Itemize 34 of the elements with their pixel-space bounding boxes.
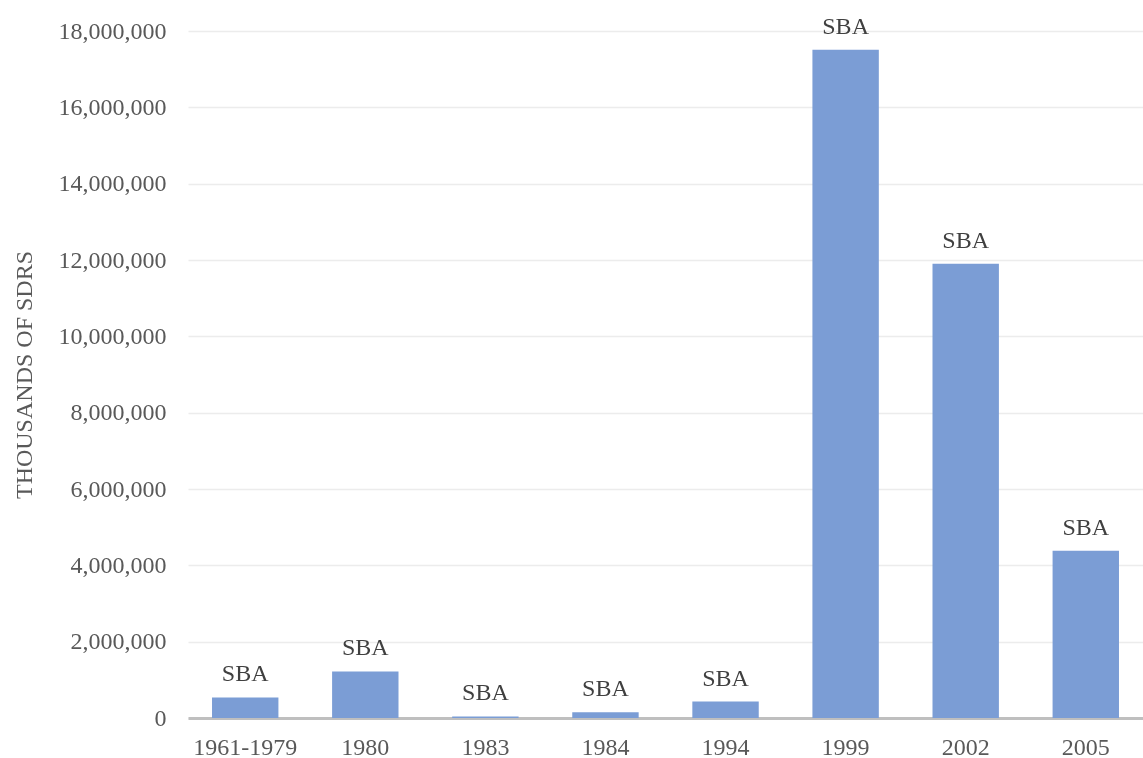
x-tick-label: 1980 [341, 733, 390, 758]
y-tick-label: 2,000,000 [70, 628, 167, 655]
x-tick-label: 1961-1979 [193, 733, 298, 758]
bar [932, 263, 999, 718]
y-tick-label: 14,000,000 [58, 170, 167, 197]
x-tick-label: 1999 [821, 733, 870, 758]
bar [1052, 550, 1119, 718]
x-tick-label: 2002 [941, 733, 990, 758]
y-tick-label: 6,000,000 [70, 475, 167, 502]
y-tick-label: 10,000,000 [58, 322, 167, 349]
data-label: SBA [1062, 513, 1110, 540]
data-label: SBA [822, 12, 870, 39]
x-tick-label: 1984 [581, 733, 630, 758]
y-tick-label: 12,000,000 [58, 246, 167, 273]
x-tick-label: 1994 [701, 733, 750, 758]
bar [692, 701, 759, 718]
bar [332, 671, 399, 718]
data-label: SBA [341, 634, 390, 661]
data-label: SBA [221, 660, 270, 687]
data-label: SBA [942, 226, 990, 253]
y-tick-label: 18,000,000 [58, 17, 167, 44]
y-tick-label: 8,000,000 [70, 399, 167, 426]
data-label: SBA [462, 679, 510, 706]
y-tick-label: 16,000,000 [58, 93, 167, 120]
data-label: SBA [582, 675, 630, 702]
data-label: SBA [702, 664, 750, 691]
bar [572, 712, 639, 718]
bar [812, 49, 879, 718]
y-axis-title: THOUSANDS OF SDRS [10, 250, 37, 500]
y-tick-label: 4,000,000 [70, 551, 167, 578]
bar [212, 697, 279, 718]
x-tick-label: 2005 [1061, 733, 1110, 758]
x-tick-label: 1983 [461, 733, 510, 758]
y-tick-label: 0 [154, 704, 167, 731]
